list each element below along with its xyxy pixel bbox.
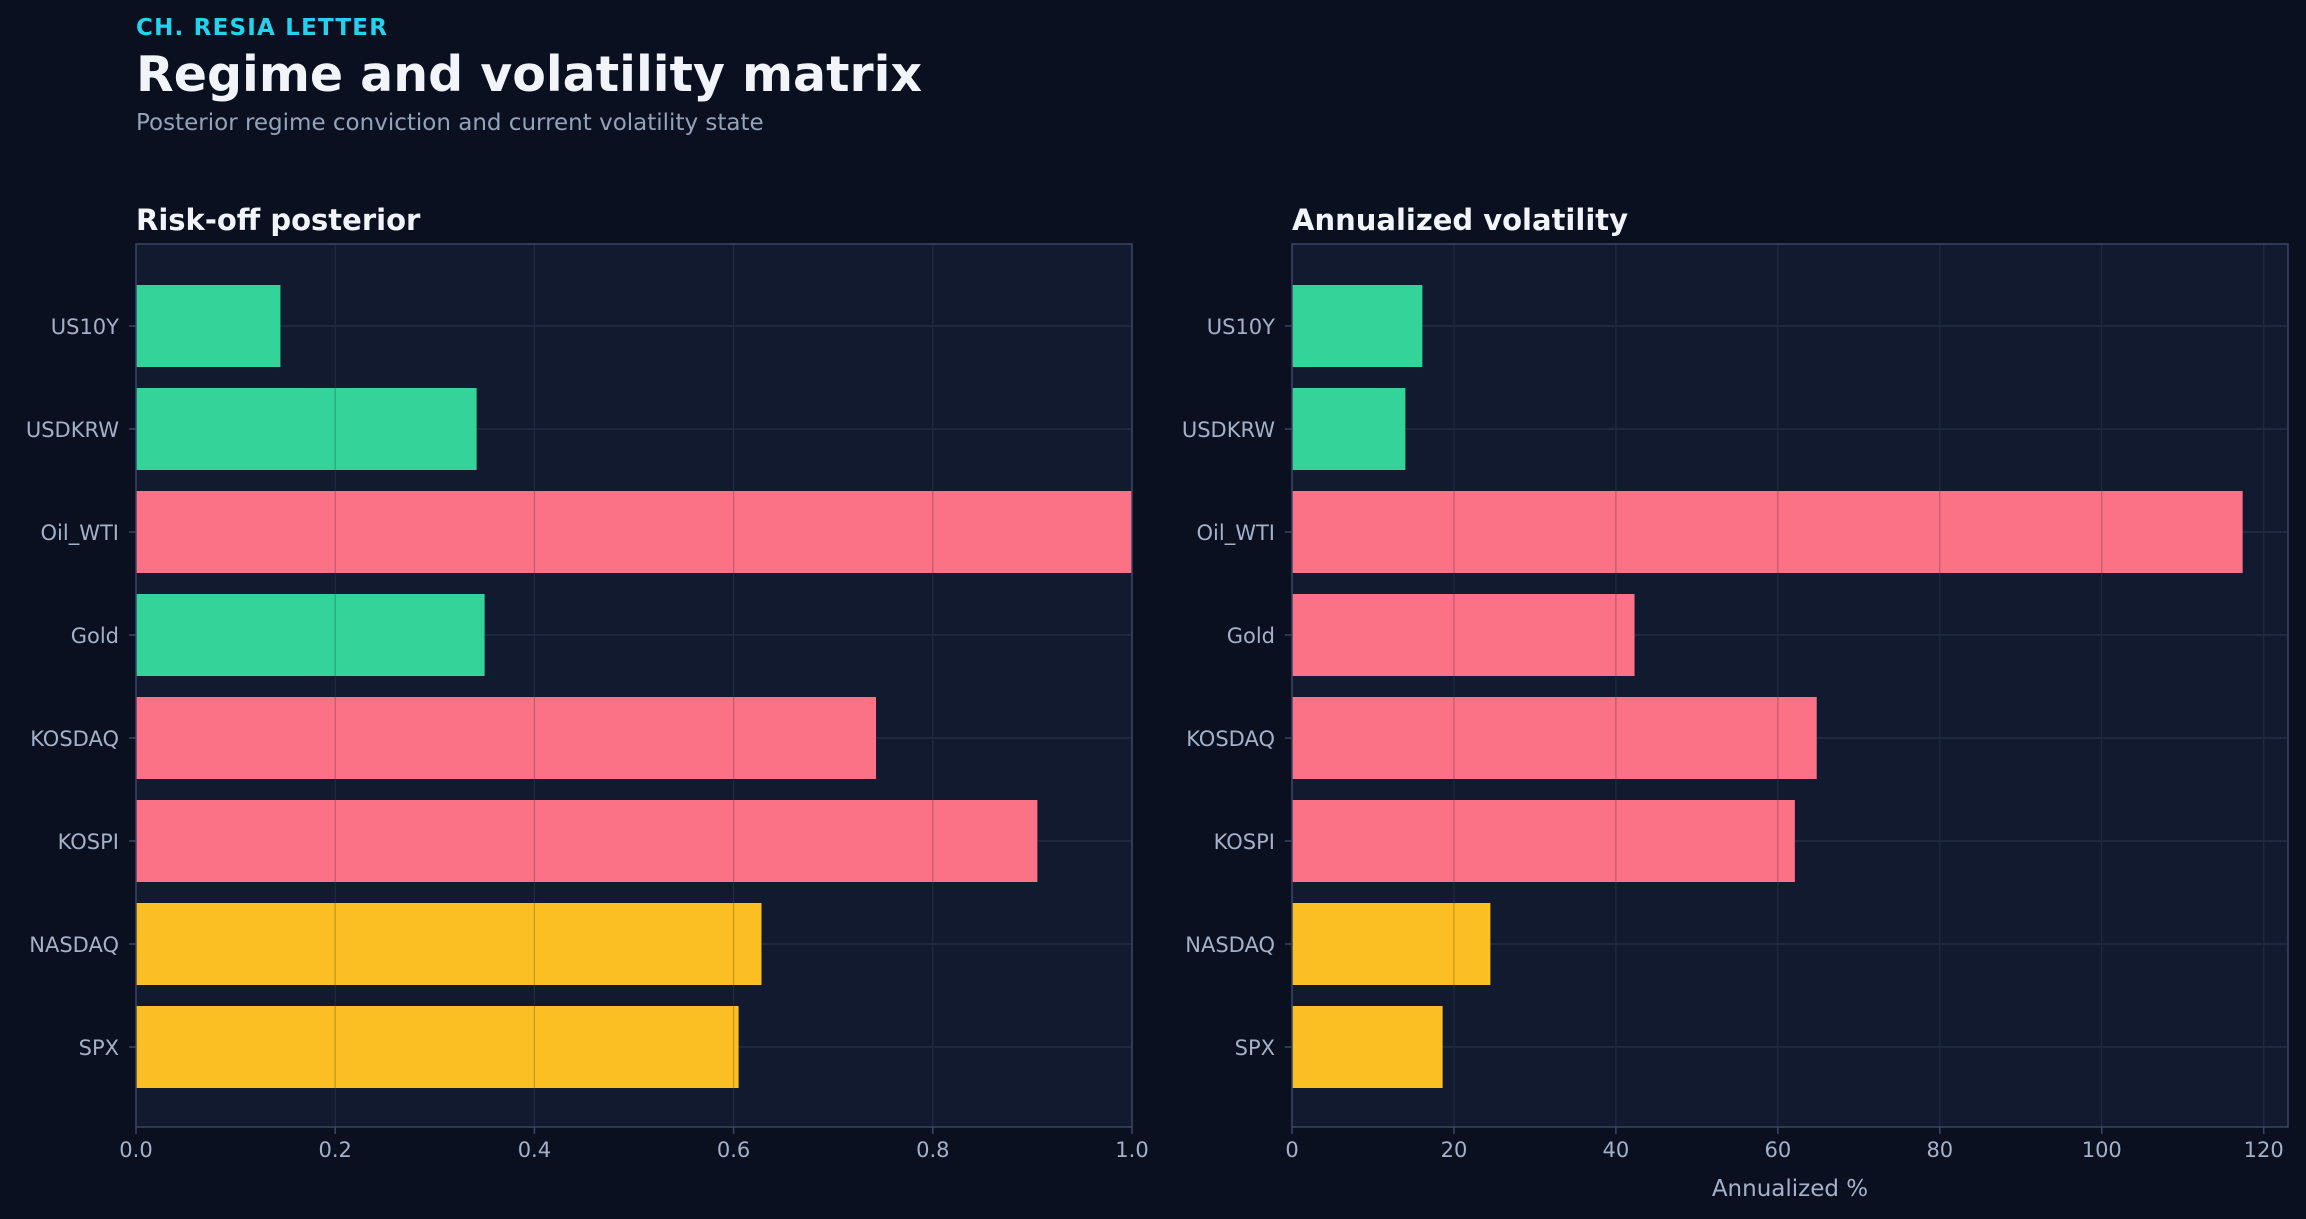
- risk-off-posterior-chart: Risk-off posterior US10Y USDKRW Oil_WTI Gold…: [26, 203, 1149, 1162]
- posterior-xtick-label: 0.4: [518, 1138, 551, 1162]
- volatility-bar-spx: [1292, 1006, 1443, 1088]
- volatility-xtick-label: 120: [2244, 1138, 2284, 1162]
- volatility-category-label: SPX: [1235, 1036, 1275, 1060]
- volatility-xtick-label: 80: [1926, 1138, 1953, 1162]
- volatility-plot-area: [1292, 244, 2288, 1127]
- posterior-category-label: SPX: [79, 1036, 119, 1060]
- volatility-bar-gold: [1292, 594, 1635, 676]
- volatility-category-label: Gold: [1227, 624, 1275, 648]
- volatility-category-label: USDKRW: [1182, 418, 1275, 442]
- posterior-bar-us10y: [136, 285, 281, 367]
- volatility-bar-kosdaq: [1292, 697, 1817, 779]
- volatility-bar-oil-wti: [1292, 491, 2243, 573]
- volatility-category-label: KOSDAQ: [1186, 727, 1275, 751]
- volatility-xtick-label: 20: [1441, 1138, 1468, 1162]
- posterior-xtick-label: 0.0: [119, 1138, 152, 1162]
- posterior-xtick-label: 0.6: [717, 1138, 750, 1162]
- page-subtitle: Posterior regime conviction and current …: [136, 110, 764, 136]
- volatility-xtick-label: 0: [1285, 1138, 1298, 1162]
- posterior-bar-oil-wti: [136, 491, 1132, 573]
- volatility-chart-title: Annualized volatility: [1292, 203, 1628, 237]
- posterior-category-label: Gold: [71, 624, 119, 648]
- posterior-xtick-label: 1.0: [1115, 1138, 1148, 1162]
- posterior-bar-kosdaq: [136, 697, 877, 779]
- newsletter-label: CH. RESIA LETTER: [136, 15, 389, 41]
- posterior-category-label: NASDAQ: [29, 933, 119, 957]
- volatility-category-label: Oil_WTI: [1197, 521, 1275, 546]
- posterior-bar-gold: [136, 594, 485, 676]
- posterior-xtick-label: 0.8: [916, 1138, 949, 1162]
- volatility-bar-us10y: [1292, 285, 1423, 367]
- posterior-category-label: Oil_WTI: [41, 521, 119, 546]
- posterior-category-label: US10Y: [51, 315, 119, 339]
- posterior-category-label: KOSPI: [58, 830, 119, 854]
- posterior-bar-usdkrw: [136, 388, 477, 470]
- volatility-bar-nasdaq: [1292, 903, 1491, 985]
- posterior-xtick-label: 0.2: [318, 1138, 351, 1162]
- posterior-category-label: KOSDAQ: [30, 727, 119, 751]
- posterior-plot-area: [136, 244, 1132, 1127]
- volatility-category-label: NASDAQ: [1185, 933, 1275, 957]
- posterior-plot-border: [135, 243, 1133, 1128]
- annualized-volatility-chart: Annualized volatility US10Y USDKRW Oil_WTI G…: [1182, 203, 2289, 1202]
- volatility-bar-kospi: [1292, 800, 1795, 882]
- posterior-category-label: USDKRW: [26, 418, 119, 442]
- volatility-xtick-label: 60: [1764, 1138, 1791, 1162]
- volatility-xtick-label: 40: [1603, 1138, 1630, 1162]
- volatility-xtick-label: 100: [2082, 1138, 2122, 1162]
- volatility-category-label: US10Y: [1207, 315, 1275, 339]
- posterior-chart-title: Risk-off posterior: [136, 203, 421, 237]
- volatility-category-label: KOSPI: [1214, 830, 1275, 854]
- volatility-bar-usdkrw: [1292, 388, 1406, 470]
- posterior-bar-spx: [136, 1006, 739, 1088]
- posterior-bar-nasdaq: [136, 903, 762, 985]
- volatility-x-axis-label: Annualized %: [1712, 1176, 1868, 1202]
- posterior-bar-kospi: [136, 800, 1038, 882]
- page-title: Regime and volatility matrix: [136, 46, 923, 103]
- page-header: CH. RESIA LETTER Regime and volatility m…: [136, 12, 1936, 138]
- volatility-plot-border: [1291, 243, 2289, 1128]
